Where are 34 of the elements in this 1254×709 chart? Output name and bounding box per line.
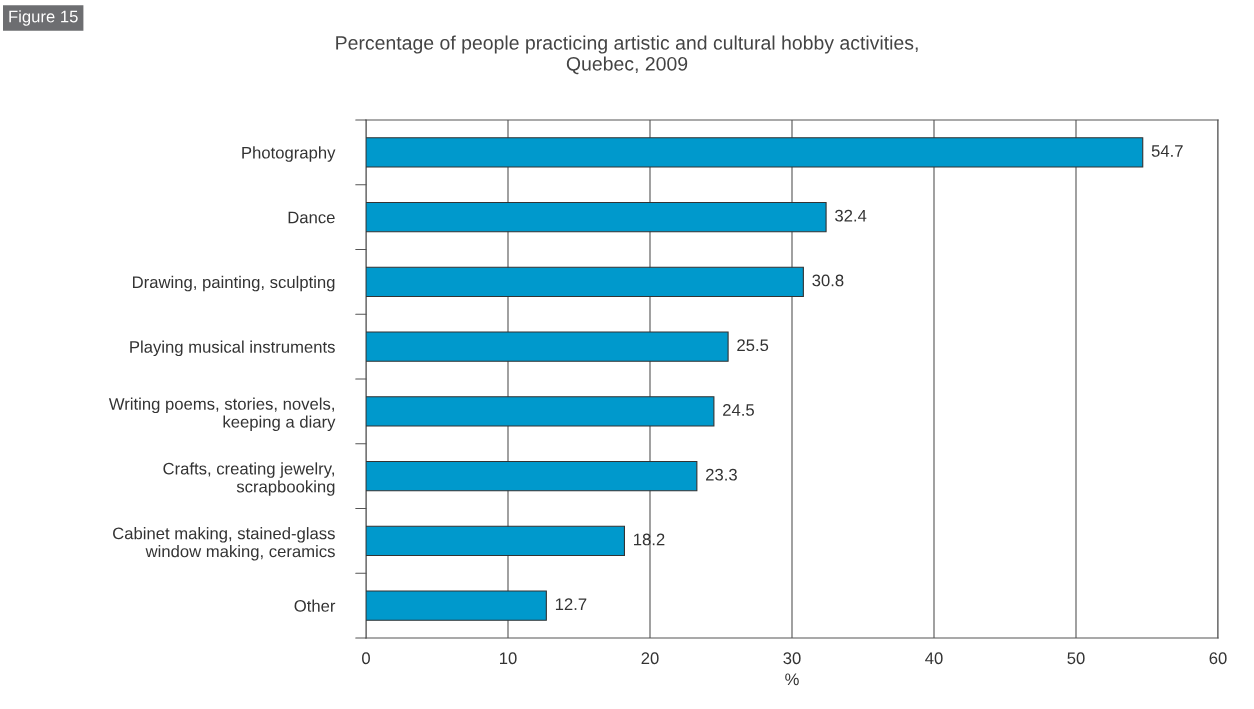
data-label: 32.4 <box>835 209 867 222</box>
bar <box>366 590 547 621</box>
data-label: 30.8 <box>812 274 844 287</box>
x-tick-label: 40 <box>925 652 943 665</box>
bar <box>366 331 729 362</box>
y-tick-label: Dance <box>288 211 335 224</box>
data-label: 12.7 <box>555 598 587 610</box>
y-tick-label: Playing musical instruments <box>130 340 335 357</box>
x-tick-label: 10 <box>500 652 517 665</box>
bar <box>366 396 715 427</box>
data-label: 23.3 <box>706 468 737 481</box>
bar <box>366 266 804 297</box>
bar <box>366 137 1144 168</box>
data-label: 24.5 <box>723 404 754 416</box>
x-tick-label: 50 <box>1067 652 1085 665</box>
data-label: 54.7 <box>1151 145 1183 157</box>
y-tick-label: Photography <box>242 146 336 162</box>
x-tick-label: 30 <box>783 652 801 665</box>
data-label: 18.2 <box>634 533 665 546</box>
y-tick-label: Cabinet making, stained-glass window making, ceramics <box>113 527 335 561</box>
x-tick-label: 0 <box>362 652 370 665</box>
caption: Figure 15 <box>9 10 78 26</box>
x-tick-label: 20 <box>641 652 659 665</box>
y-tick-label: Writing poems, stories, novels, keeping a diary <box>108 397 336 432</box>
x-tick-label: 60 <box>1209 652 1227 665</box>
x-axis-title: % <box>785 673 799 686</box>
bar <box>366 202 827 233</box>
chart-title: Percentage of people practicing artistic and cultural hobby activities, Quebec, 2009 <box>336 35 918 75</box>
bar <box>366 461 698 492</box>
y-tick-label: Drawing, painting, sculpting <box>133 275 335 292</box>
bar <box>366 525 625 556</box>
y-tick-label: Crafts, creating jewelry, scrapbooking <box>163 462 335 496</box>
y-tick-label: Other <box>294 599 336 612</box>
data-label: 25.5 <box>737 339 769 352</box>
